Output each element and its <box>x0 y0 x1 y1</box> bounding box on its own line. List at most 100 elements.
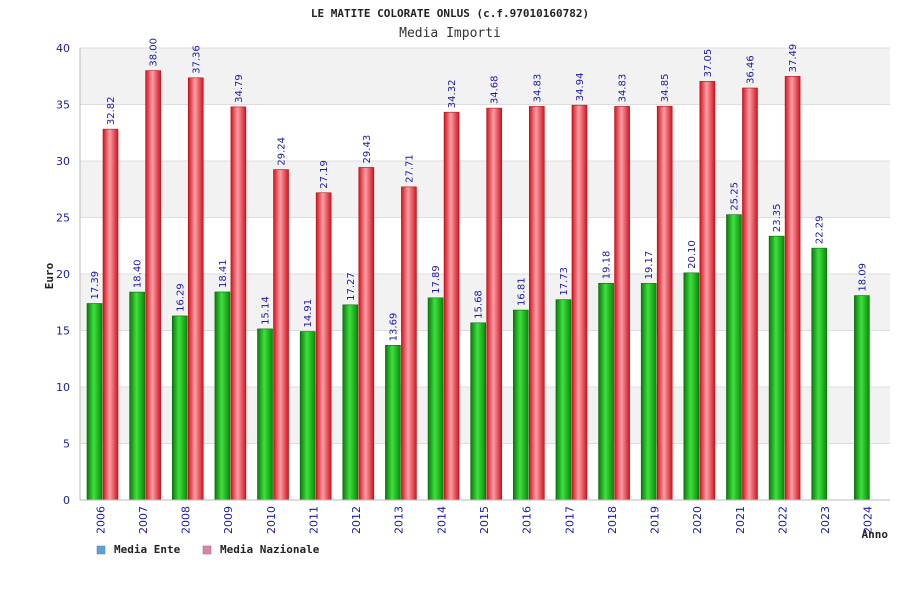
bar-media-nazionale-2007 <box>145 70 161 501</box>
bar-media-nazionale-2018 <box>614 106 630 501</box>
value-label-media-nazionale-2008: 37.36 <box>191 45 202 74</box>
value-label-media-ente-2020: 20.10 <box>687 240 698 269</box>
y-tick-label: 10 <box>56 381 70 394</box>
value-label-media-nazionale-2021: 36.46 <box>745 55 756 84</box>
bar-media-ente-2016 <box>513 309 529 501</box>
legend-label-media-nazionale: Media Nazionale <box>220 543 320 556</box>
bar-media-nazionale-2006 <box>102 128 119 501</box>
x-tick-label-2020: 2020 <box>691 506 704 534</box>
x-tick-label-2006: 2006 <box>94 506 107 534</box>
bar-media-ente-2014 <box>427 297 444 501</box>
bar-media-ente-2018 <box>598 282 614 501</box>
x-tick-label-2016: 2016 <box>521 506 534 534</box>
bar-media-ente-2007 <box>129 291 145 501</box>
value-label-media-nazionale-2011: 27.19 <box>319 160 330 189</box>
value-label-media-nazionale-2015: 34.68 <box>490 75 501 104</box>
x-tick-label-2008: 2008 <box>180 506 193 534</box>
x-tick-label-2013: 2013 <box>393 506 406 534</box>
x-tick-label-2007: 2007 <box>137 506 150 534</box>
legend-label-media-ente: Media Ente <box>114 543 181 556</box>
value-label-media-ente-2013: 13.69 <box>388 313 399 342</box>
value-label-media-ente-2015: 15.68 <box>474 290 485 319</box>
value-label-media-ente-2007: 18.40 <box>133 259 144 288</box>
bar-media-ente-2022 <box>768 235 785 501</box>
value-label-media-nazionale-2009: 34.79 <box>234 74 245 103</box>
bar-media-ente-2021 <box>726 214 742 501</box>
bar-media-ente-2009 <box>214 291 231 501</box>
value-label-media-nazionale-2018: 34.83 <box>618 74 629 103</box>
bar-media-nazionale-2013 <box>401 186 417 501</box>
value-label-media-ente-2006: 17.39 <box>90 271 101 300</box>
value-label-media-ente-2009: 18.41 <box>218 259 229 288</box>
value-label-media-ente-2021: 25.25 <box>729 182 740 211</box>
y-tick-label: 20 <box>56 268 70 281</box>
bar-media-ente-2013 <box>385 345 401 501</box>
value-label-media-nazionale-2020: 37.05 <box>703 49 714 78</box>
x-tick-label-2011: 2011 <box>307 506 320 534</box>
y-tick-label: 15 <box>56 325 70 338</box>
bar-media-ente-2012 <box>342 304 359 501</box>
y-tick-label: 40 <box>56 42 70 55</box>
y-axis-label: Euro <box>43 262 56 289</box>
x-tick-label-2021: 2021 <box>734 506 747 534</box>
x-tick-label-2022: 2022 <box>776 506 789 534</box>
x-tick-label-2018: 2018 <box>606 506 619 534</box>
value-label-media-ente-2010: 15.14 <box>261 296 272 325</box>
legend-swatch-media-nazionale <box>202 545 212 555</box>
bar-media-nazionale-2010 <box>273 169 289 501</box>
chart-subtitle: Media Importi <box>399 26 501 41</box>
bar-media-nazionale-2021 <box>742 87 758 501</box>
bar-media-nazionale-2014 <box>443 111 460 501</box>
value-label-media-ente-2011: 14.91 <box>303 299 314 328</box>
value-label-media-nazionale-2017: 34.94 <box>575 73 586 102</box>
bar-media-ente-2023 <box>811 247 828 501</box>
bar-media-ente-2008 <box>171 315 188 501</box>
x-tick-label-2017: 2017 <box>563 506 576 534</box>
y-tick-label: 30 <box>56 155 70 168</box>
x-tick-label-2012: 2012 <box>350 506 363 534</box>
bar-media-ente-2006 <box>86 303 103 501</box>
value-labels: 17.39 32.82 18.40 38.00 16.29 37.36 18.41 34.79… <box>90 38 868 341</box>
x-axis-ticks: 2006 2007 2008 2009 2010 2011 2012 2013 2014 2015… <box>94 506 874 534</box>
x-tick-label-2024: 2024 <box>862 506 875 534</box>
bar-media-ente-2015 <box>470 322 486 501</box>
bar-media-ente-2020 <box>683 272 700 501</box>
value-label-media-ente-2023: 22.29 <box>815 215 826 244</box>
value-label-media-nazionale-2014: 34.32 <box>447 80 458 109</box>
value-label-media-ente-2022: 23.35 <box>772 204 783 233</box>
value-label-media-nazionale-2006: 32.82 <box>106 96 117 125</box>
x-axis-label: Anno <box>862 528 889 541</box>
value-label-media-ente-2016: 16.81 <box>516 277 527 306</box>
legend-swatch-media-ente <box>96 545 106 555</box>
legend: Media Ente Media Nazionale <box>96 543 320 556</box>
x-tick-label-2014: 2014 <box>435 506 448 534</box>
y-tick-label: 0 <box>63 494 70 507</box>
x-tick-label-2015: 2015 <box>478 506 491 534</box>
value-label-media-ente-2024: 18.09 <box>857 263 868 292</box>
bar-media-ente-2011 <box>299 331 316 501</box>
x-tick-label-2009: 2009 <box>222 506 235 534</box>
bar-media-nazionale-2011 <box>315 192 332 501</box>
bar-media-nazionale-2015 <box>486 107 502 501</box>
bar-media-nazionale-2016 <box>529 106 545 501</box>
value-label-media-ente-2018: 19.18 <box>602 251 613 280</box>
x-tick-label-2019: 2019 <box>649 506 662 534</box>
bar-media-nazionale-2012 <box>358 167 375 501</box>
y-tick-label: 35 <box>56 99 70 112</box>
chart-title: LE MATITE COLORATE ONLUS (c.f.9701016078… <box>311 7 589 20</box>
bar-media-nazionale-2008 <box>187 77 204 501</box>
x-tick-label-2010: 2010 <box>265 506 278 534</box>
value-label-media-ente-2012: 17.27 <box>346 272 357 301</box>
bar-media-nazionale-2017 <box>571 104 588 501</box>
value-label-media-nazionale-2010: 29.24 <box>277 137 288 166</box>
value-label-media-nazionale-2016: 34.83 <box>532 74 543 103</box>
value-label-media-ente-2019: 19.17 <box>644 251 655 280</box>
bar-media-ente-2019 <box>640 283 657 501</box>
bar-media-nazionale-2022 <box>784 76 801 501</box>
value-label-media-nazionale-2013: 27.71 <box>404 154 415 183</box>
y-axis-ticks: 0 5 10 15 20 25 30 35 40 <box>56 42 70 507</box>
bar-media-ente-2024 <box>854 295 870 501</box>
bar-media-ente-2017 <box>555 299 572 501</box>
value-label-media-nazionale-2012: 29.43 <box>362 135 373 164</box>
